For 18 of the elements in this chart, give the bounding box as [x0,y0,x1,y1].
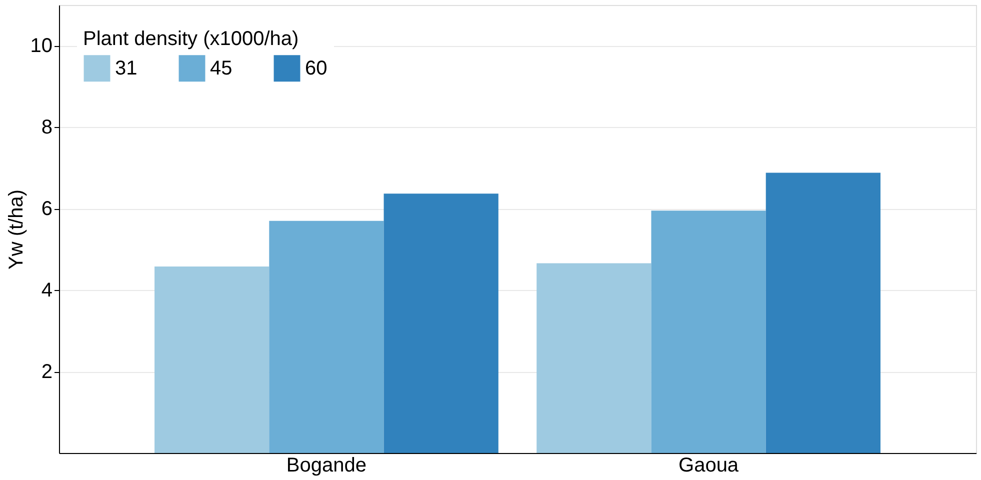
bar [536,263,652,453]
y-axis-title: Yw (t/ha) [5,189,28,270]
y-tick-label: 10 [30,35,52,58]
x-tick-label: Gaoua [678,454,740,476]
legend-title: Plant density (x1000/ha) [83,28,299,50]
bar [651,210,766,453]
x-tick-label: Bogande [286,454,366,476]
y-tick-label: 2 [41,361,52,384]
legend-label: 60 [305,57,328,80]
y-tick-label: 6 [41,198,52,220]
y-tick-label: 4 [41,280,52,302]
legend-label: 31 [115,57,138,80]
y-tick-label: 8 [41,116,52,139]
bar [154,266,270,453]
bar [766,172,880,453]
bar [269,220,384,453]
bar [384,194,498,453]
legend-label: 45 [210,57,232,80]
